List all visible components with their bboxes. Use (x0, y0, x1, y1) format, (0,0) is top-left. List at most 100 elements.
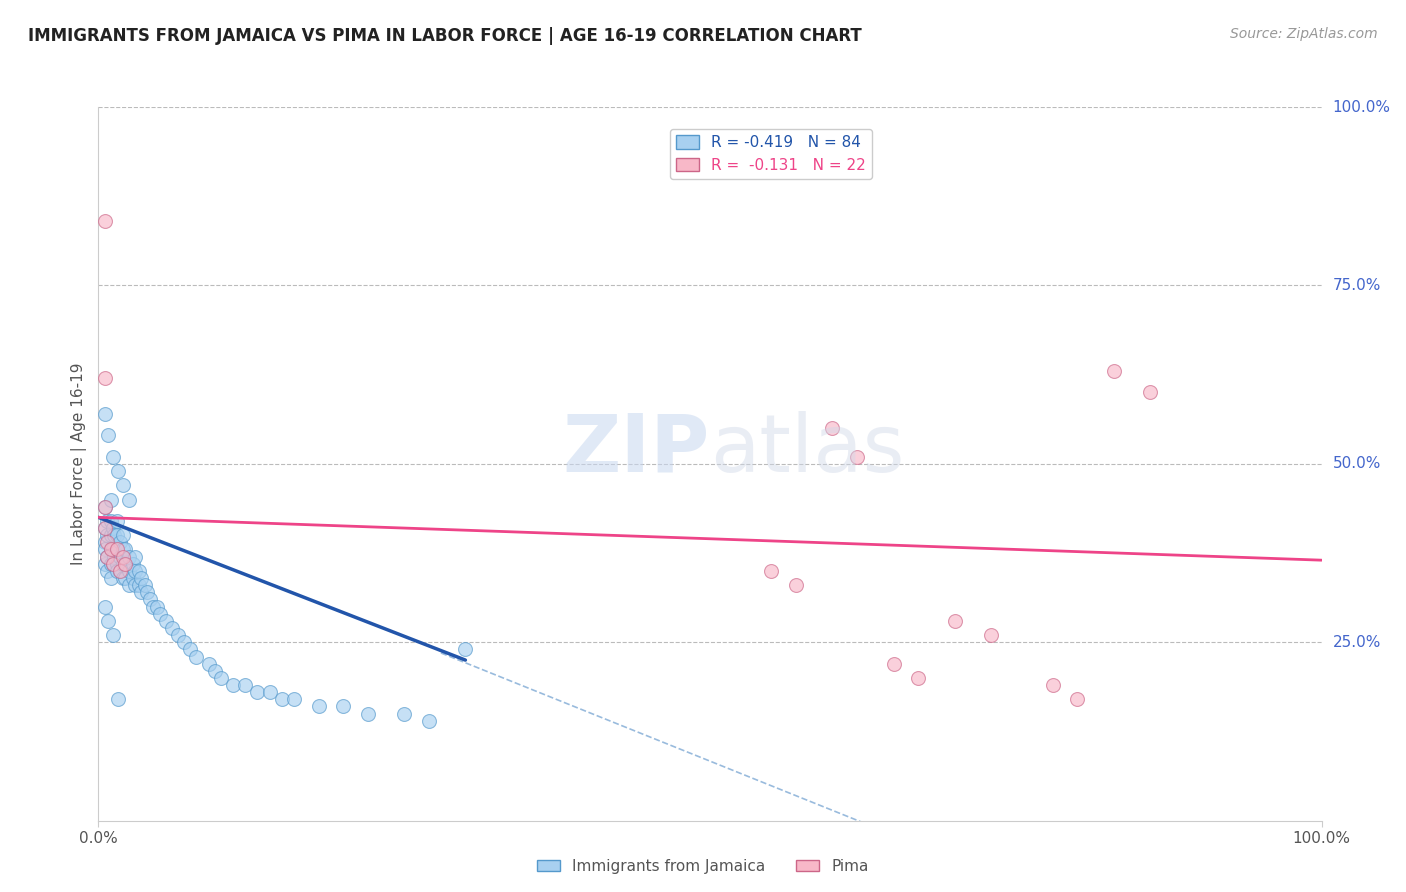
Point (197, 657, 219, 671)
Point (96, 514, 118, 528)
Point (93, 521, 115, 535)
Point (308, 699, 330, 714)
Point (246, 685, 269, 699)
Point (139, 592, 162, 607)
Text: 25.0%: 25.0% (1333, 635, 1381, 649)
Point (110, 564, 132, 578)
Point (97, 428, 120, 442)
Point (105, 542, 128, 557)
Text: 50.0%: 50.0% (1333, 457, 1381, 471)
Point (105, 528, 128, 542)
Point (155, 614, 177, 628)
Point (128, 564, 150, 578)
Point (105, 557, 128, 571)
Point (883, 657, 905, 671)
Text: 75.0%: 75.0% (1333, 278, 1381, 293)
Text: Source: ZipAtlas.com: Source: ZipAtlas.com (1230, 27, 1378, 41)
Point (761, 564, 783, 578)
Point (943, 614, 966, 628)
Point (129, 571, 152, 585)
Point (96, 564, 118, 578)
Point (204, 664, 226, 678)
Point (103, 528, 125, 542)
Point (100, 528, 122, 542)
Text: atlas: atlas (710, 410, 904, 489)
Point (93, 557, 115, 571)
Point (124, 578, 146, 592)
Point (821, 421, 844, 435)
Point (111, 571, 134, 585)
Point (93, 599, 115, 614)
Legend: Immigrants from Jamaica, Pima: Immigrants from Jamaica, Pima (531, 853, 875, 880)
Point (418, 714, 440, 728)
Point (114, 557, 136, 571)
Point (270, 692, 294, 706)
Point (392, 706, 416, 721)
Point (121, 571, 143, 585)
Y-axis label: In Labor Force | Age 16-19: In Labor Force | Age 16-19 (72, 362, 87, 566)
Point (110, 549, 132, 564)
Point (124, 564, 146, 578)
Point (845, 450, 868, 464)
Point (100, 492, 122, 507)
Point (118, 549, 141, 564)
Point (111, 528, 134, 542)
Point (100, 557, 122, 571)
Point (1102, 364, 1125, 378)
Point (103, 549, 125, 564)
Text: 100.0%: 100.0% (1333, 100, 1391, 114)
Point (149, 607, 172, 621)
Point (97, 614, 120, 628)
Point (93, 500, 115, 514)
Point (167, 628, 190, 642)
Point (93, 500, 115, 514)
Point (134, 578, 156, 592)
Point (160, 621, 183, 635)
Point (179, 642, 201, 657)
Point (96, 535, 118, 549)
Text: ZIP: ZIP (562, 410, 710, 489)
Point (105, 514, 128, 528)
Point (96, 549, 118, 564)
Point (121, 557, 143, 571)
Point (980, 628, 1002, 642)
Point (93, 521, 115, 535)
Point (186, 649, 208, 664)
Point (101, 557, 124, 571)
Point (1139, 385, 1161, 400)
Point (128, 578, 150, 592)
Point (283, 692, 305, 706)
Point (114, 542, 136, 557)
Point (111, 478, 134, 492)
Point (100, 542, 122, 557)
Point (136, 585, 159, 599)
Point (173, 635, 195, 649)
Point (93, 535, 115, 549)
Point (100, 571, 122, 585)
Point (233, 678, 256, 692)
Point (110, 564, 132, 578)
Point (1042, 678, 1064, 692)
Point (93, 407, 115, 421)
Point (907, 671, 929, 685)
Point (93, 371, 115, 385)
Text: IMMIGRANTS FROM JAMAICA VS PIMA IN LABOR FORCE | AGE 16-19 CORRELATION CHART: IMMIGRANTS FROM JAMAICA VS PIMA IN LABOR… (28, 27, 862, 45)
Point (96, 528, 118, 542)
Point (111, 557, 134, 571)
Point (118, 578, 141, 592)
Point (105, 542, 128, 557)
Point (332, 699, 354, 714)
Point (101, 542, 124, 557)
Point (100, 514, 122, 528)
Point (118, 564, 141, 578)
Point (124, 549, 146, 564)
Point (101, 557, 124, 571)
Legend: R = -0.419   N = 84, R =  -0.131   N = 22: R = -0.419 N = 84, R = -0.131 N = 22 (671, 129, 872, 179)
Point (93, 214, 115, 228)
Point (785, 578, 807, 592)
Point (105, 564, 128, 578)
Point (142, 599, 165, 614)
Point (96, 549, 118, 564)
Point (118, 492, 141, 507)
Point (111, 549, 134, 564)
